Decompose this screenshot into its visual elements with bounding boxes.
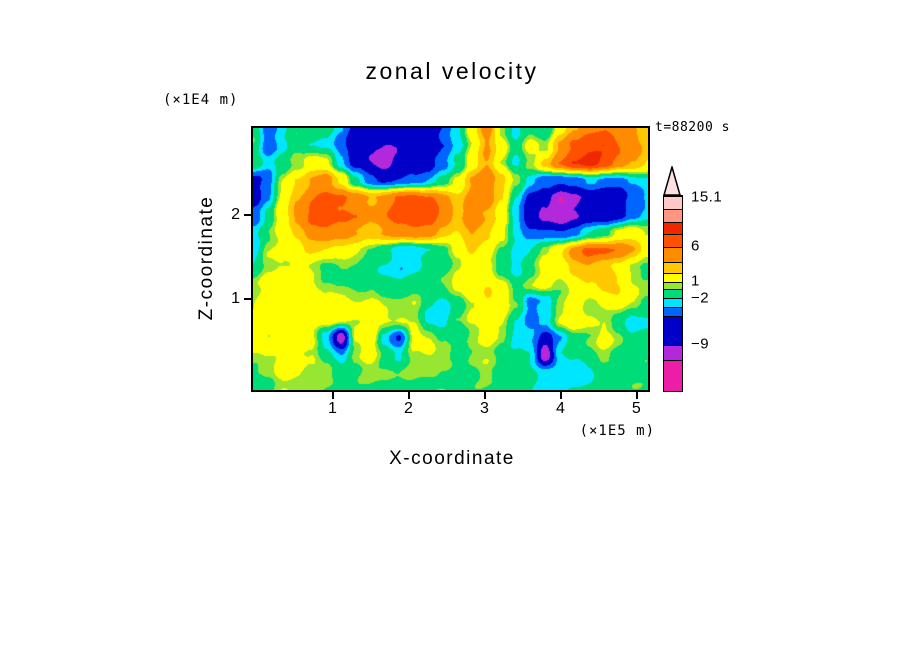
x-tick-mark <box>331 392 334 399</box>
colorbar-segment <box>664 273 682 282</box>
contour-canvas <box>253 128 648 390</box>
colorbar-segments <box>663 195 683 392</box>
plot-area <box>251 126 650 392</box>
colorbar-label: 15.1 <box>691 188 723 206</box>
x-tick-mark <box>635 392 638 399</box>
y-axis-units: (×1E4 m) <box>163 92 239 108</box>
y-tick-label: 1 <box>231 289 240 307</box>
x-tick-label: 4 <box>555 400 566 417</box>
y-tick-mark <box>244 214 251 217</box>
x-tick-mark <box>559 392 562 399</box>
colorbar-label: −2 <box>691 289 710 307</box>
colorbar-segment <box>664 196 682 209</box>
x-tick-label: 5 <box>631 400 642 417</box>
x-axis-title: X-coordinate <box>389 448 515 469</box>
colorbar-segment <box>664 345 682 360</box>
colorbar-segment <box>664 307 682 316</box>
x-tick-mark <box>407 392 410 399</box>
colorbar-segment <box>664 222 682 234</box>
colorbar-segment <box>664 360 682 391</box>
colorbar-segment <box>664 247 682 262</box>
colorbar: 15.1 6 1 −2 −9 <box>663 166 722 392</box>
x-axis-units: (×1E5 m) <box>579 423 655 439</box>
colorbar-segment <box>664 316 682 345</box>
y-axis-title: Z-coordinate <box>196 195 217 321</box>
x-tick-label: 3 <box>479 400 490 417</box>
time-annotation: t=88200 s <box>655 120 730 135</box>
colorbar-segment <box>664 298 682 307</box>
colorbar-label: 6 <box>691 237 700 255</box>
chart-title: zonal velocity <box>365 58 539 84</box>
colorbar-label: 1 <box>691 272 700 290</box>
colorbar-segment <box>664 234 682 247</box>
x-tick-label: 1 <box>328 400 338 417</box>
colorbar-segment <box>664 289 682 298</box>
x-tick-label: 2 <box>404 400 414 417</box>
colorbar-segment <box>664 282 682 289</box>
y-tick-label: 2 <box>231 206 240 224</box>
x-tick-mark <box>483 392 486 399</box>
colorbar-segment <box>664 262 682 273</box>
colorbar-label: −9 <box>691 335 710 353</box>
colorbar-segment <box>664 209 682 222</box>
colorbar-arrow-tip-icon <box>663 166 681 196</box>
y-tick-mark <box>244 297 251 300</box>
